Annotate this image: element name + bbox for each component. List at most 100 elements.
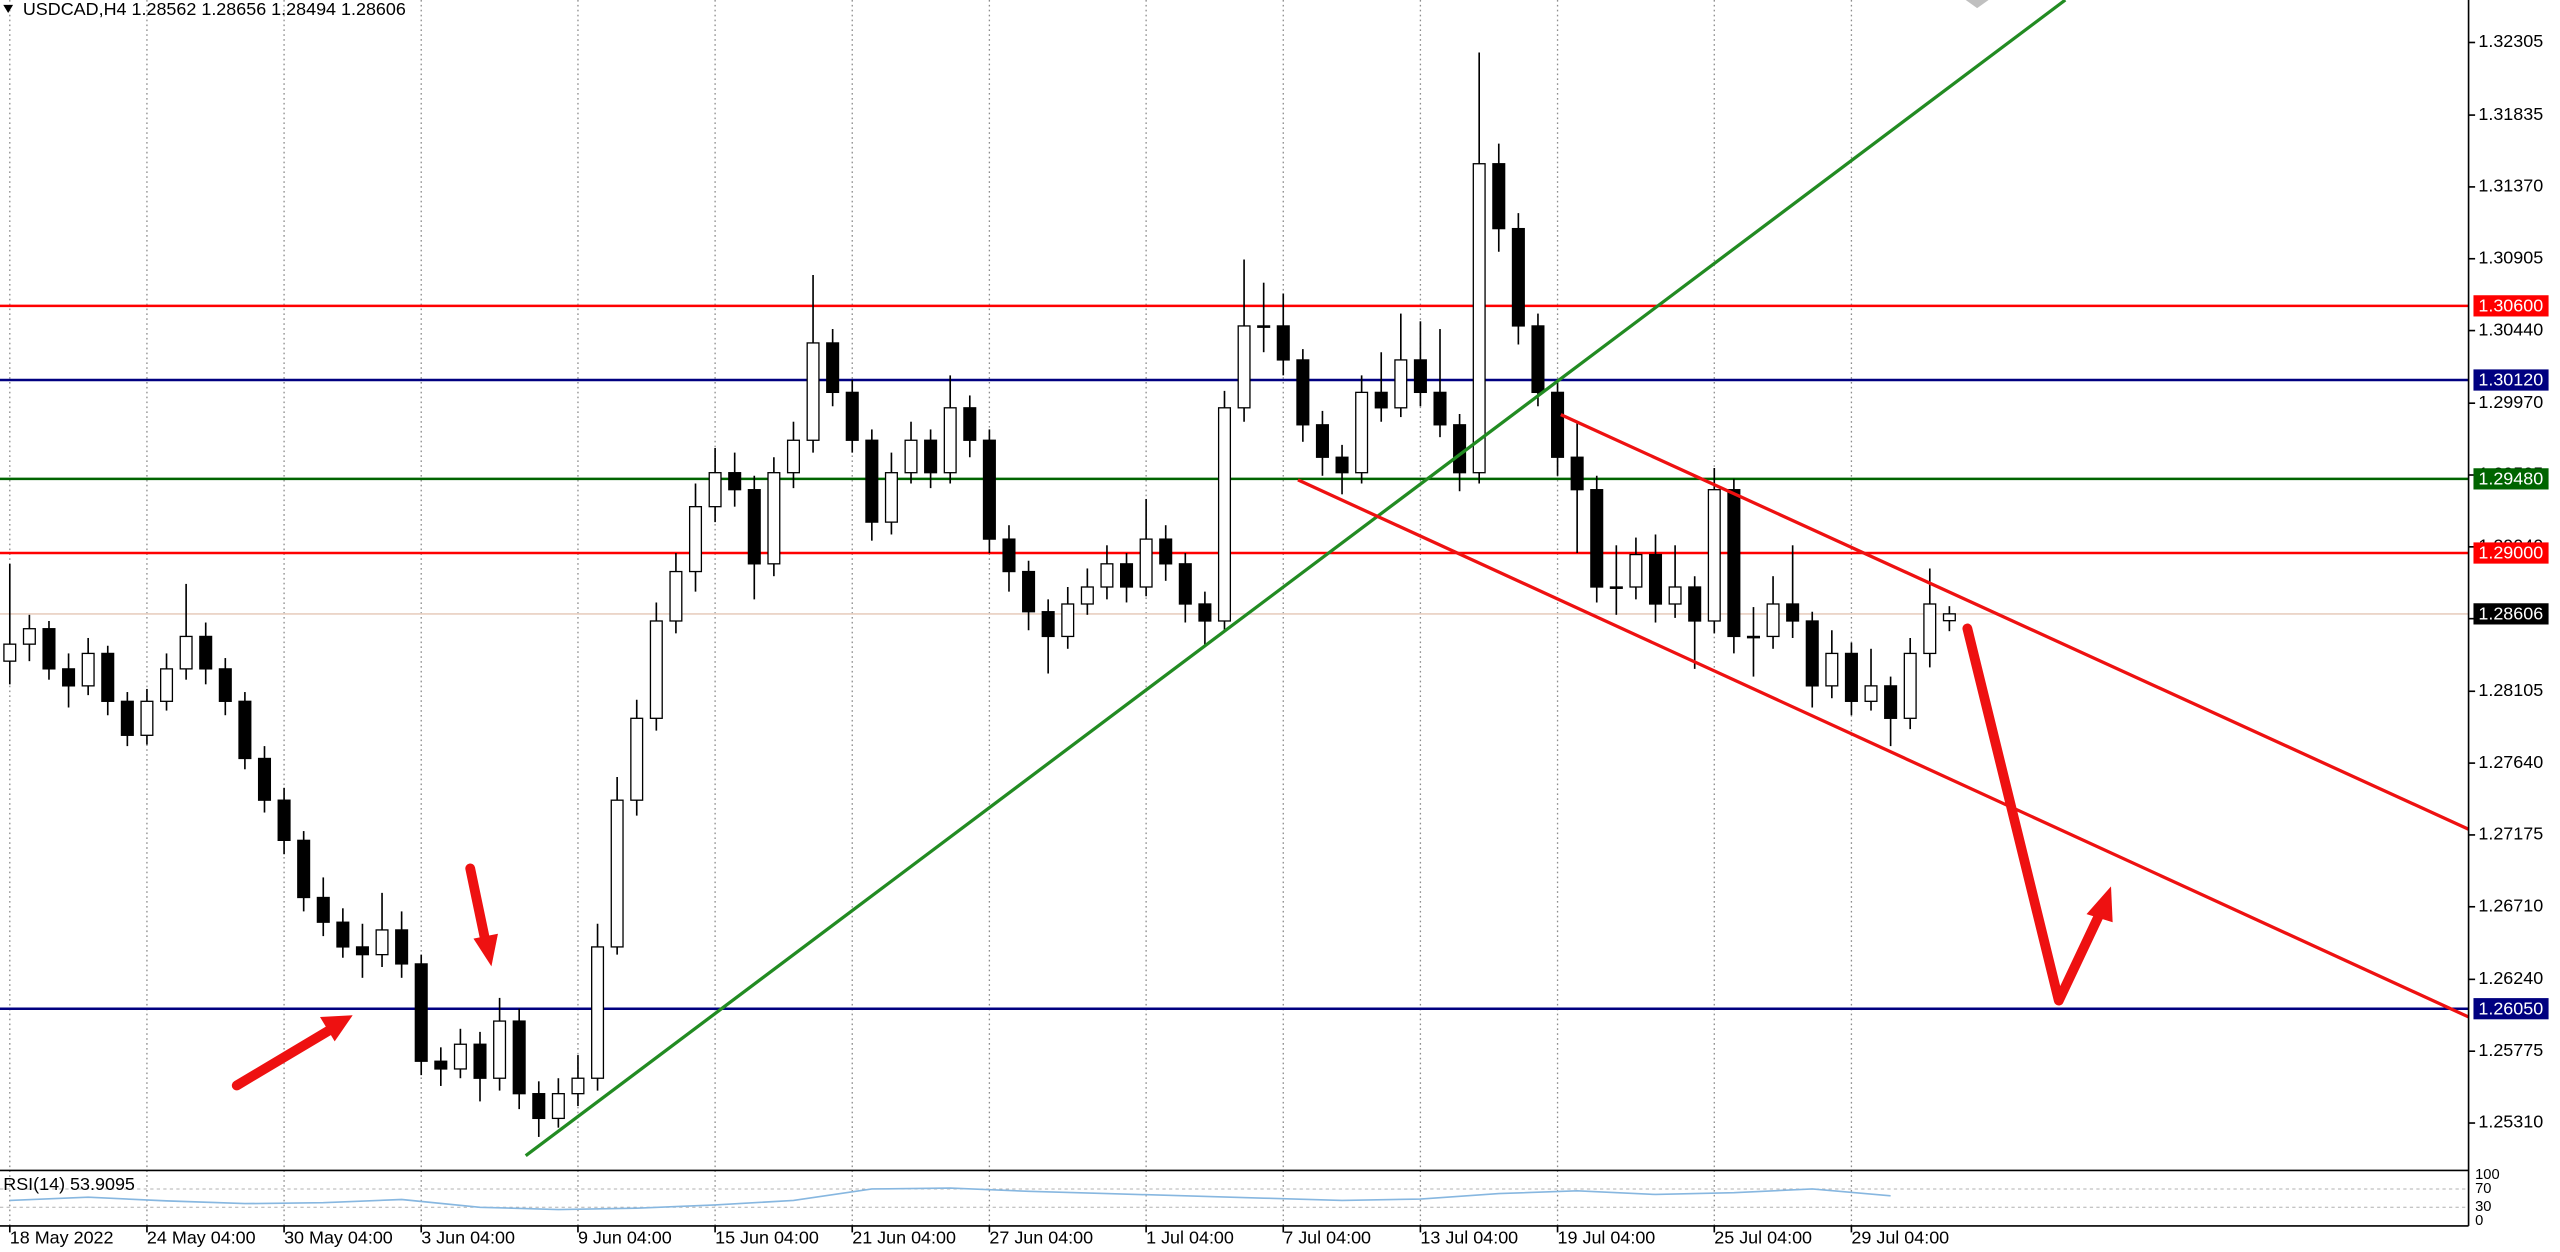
candle-body (1002, 538, 1016, 573)
symbol: USDCAD,H4 (23, 0, 127, 19)
level-label-box (2473, 295, 2549, 317)
candle-body (62, 668, 76, 687)
candle-body (1590, 489, 1604, 588)
menu-triangle[interactable] (3, 4, 14, 14)
candle-body (1903, 652, 1917, 719)
candle-body (1551, 391, 1565, 458)
candle-body (160, 668, 174, 702)
x-tick-label: 21 Jun 04:00 (852, 1228, 956, 1248)
arrow (1962, 623, 2105, 1006)
candle-body (1237, 325, 1251, 409)
candle-body (199, 635, 213, 670)
levels (0, 304, 2469, 1010)
rsi-tick-label: 0 (2475, 1213, 2483, 1229)
y-tick-label: 1.31370 (2478, 176, 2543, 196)
x-tick-label: 29 Jul 04:00 (1851, 1228, 1949, 1248)
candle-body (473, 1043, 487, 1079)
candle-body (1198, 603, 1212, 622)
chart-header: USDCAD,H4 1.28562 1.28656 1.28494 1.2860… (23, 0, 406, 19)
y-tick-label: 1.30905 (2478, 247, 2543, 267)
candle-body (1453, 424, 1467, 474)
x-tick-label: 25 Jul 04:00 (1714, 1228, 1812, 1248)
candle-body (1746, 635, 1761, 639)
level-label-box (2473, 998, 2549, 1020)
candle-body (1844, 652, 1858, 702)
level-label: 1.30600 (2478, 295, 2543, 315)
candle-body (218, 668, 232, 702)
candle-body (1080, 586, 1094, 605)
candle-body (120, 700, 134, 736)
arrow-head (2086, 886, 2113, 923)
candle-body (434, 1060, 448, 1070)
arrow (465, 863, 490, 944)
candle-body (963, 407, 977, 441)
candle-body (1061, 603, 1075, 638)
candle-body (1923, 603, 1937, 655)
candle-body (884, 472, 898, 523)
candle-body (1884, 685, 1898, 719)
candle-body (1335, 456, 1349, 474)
candle-body (316, 896, 330, 923)
candle-body (1825, 652, 1839, 687)
candle-body (649, 620, 663, 719)
candle-body (1120, 563, 1134, 588)
y-tick-label: 1.26710 (2478, 895, 2543, 915)
candle-body (1864, 685, 1878, 702)
candle-body (532, 1093, 546, 1120)
x-tick-label: 15 Jun 04:00 (715, 1228, 819, 1248)
candle-body (1786, 603, 1800, 622)
candle-body (297, 839, 311, 899)
level-label: 1.26050 (2478, 998, 2543, 1018)
arrow-head (320, 1015, 353, 1042)
high: 1.28656 (201, 0, 266, 19)
candle-body (22, 628, 36, 645)
x-tick-label: 30 May 04:00 (284, 1228, 393, 1248)
y-tick-label: 1.29970 (2478, 392, 2543, 412)
channel-lower (1297, 478, 2470, 1019)
candle-body (493, 1020, 507, 1079)
rsi-tick-label: 70 (2475, 1181, 2491, 1197)
low: 1.28494 (271, 0, 336, 19)
level-label-box (2473, 542, 2549, 564)
candle-body (1668, 586, 1682, 605)
rsi-value: 53.9095 (70, 1174, 135, 1194)
candle-body (375, 929, 389, 956)
open: 1.28562 (132, 0, 197, 19)
level-label-box (2473, 369, 2549, 391)
annotations (231, 0, 2470, 1157)
x-tick-label: 7 Jul 04:00 (1283, 1228, 1371, 1248)
candle-body (571, 1077, 585, 1095)
candle-body (1648, 553, 1663, 605)
candle-body (81, 652, 95, 687)
candle-body (806, 342, 820, 441)
x-tick-label: 19 Jul 04:00 (1558, 1228, 1656, 1248)
x-tick-label: 27 Jun 04:00 (989, 1228, 1093, 1248)
candle-body (1296, 359, 1310, 426)
rsi-tick-label: 100 (2475, 1167, 2500, 1183)
candle-body (591, 946, 605, 1079)
candle-body (943, 407, 957, 474)
candle-body (1629, 553, 1643, 588)
candle-body (688, 506, 703, 573)
candle-body (1805, 620, 1819, 687)
candle-body (551, 1093, 565, 1120)
rsi-tick-label: 30 (2475, 1199, 2491, 1215)
candle-body (1139, 538, 1153, 588)
candle-body (1355, 391, 1369, 474)
candle-body (355, 946, 369, 956)
trend-line (524, 0, 2067, 1157)
candle-body (865, 439, 879, 523)
arrow-head (473, 933, 498, 967)
y-tick-label: 1.26240 (2478, 968, 2543, 988)
candle-body (1472, 163, 1486, 474)
candle-body (610, 799, 624, 948)
candle-body (728, 472, 742, 491)
candle-body (1315, 424, 1329, 458)
rsi-name: RSI(14) (3, 1174, 65, 1194)
candles (3, 52, 1956, 1137)
level-label-box (2473, 468, 2549, 490)
